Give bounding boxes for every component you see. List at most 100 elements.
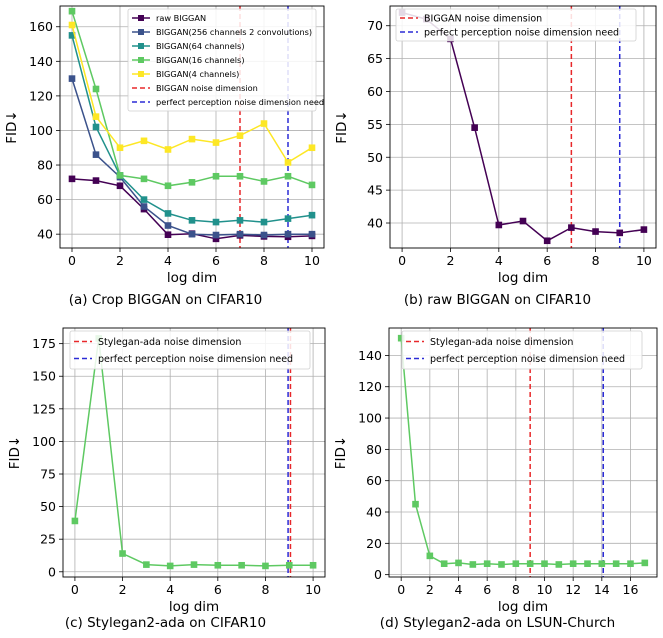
chart-a-axes-frame [59,5,325,249]
chart-d-x-tick-label-1: 2 [426,582,434,597]
chart-c-x-tick-label-2: 4 [166,582,174,597]
chart-d-x-tick-label-2: 4 [455,582,463,597]
chart-a-series-0-point-4 [164,231,172,238]
chart-a-series-3-point-1 [92,85,100,93]
chart-d-series-0-point-2 [426,552,434,560]
chart-c-y-tick-label-2: 50 [40,499,56,514]
chart-b-series-0-point-6 [543,237,551,245]
chart-d-x-axis-label: log dim [498,599,548,615]
chart-panel-d: 0 2 4 6 8 10 12 14 16 0 20 40 60 80 100 120 140 log dim FI… [332,319,663,638]
chart-a-series-3-point-9 [284,172,292,180]
chart-a-series-2-point-4 [164,210,172,217]
chart-a-legend-box [127,8,317,112]
chart-panel-c: 0 2 4 6 8 10 0 25 50 75 100 125 150 175 log dim FID↓ Sty… [0,319,331,638]
chart-a-series-4-point-2 [116,144,124,152]
chart-d-x-tick-label-8: 16 [623,582,639,597]
chart-a-series-2-point-7 [236,217,244,224]
chart-a-series-4-point-4 [164,146,172,153]
chart-d-x-tick-label-4: 8 [512,582,520,597]
chart-c-y-tick-label-3: 75 [40,467,56,482]
chart-a-series-3-point-8 [260,178,268,185]
chart-d-x-tick-label-6: 12 [565,582,581,597]
chart-a-series-3-point-4 [164,182,172,190]
chart-d-y-tick-label-3: 60 [366,473,382,488]
chart-d-x-tick-label-0: 0 [397,582,405,597]
chart-d-plot: 0 2 4 6 8 10 12 14 16 0 20 40 60 80 100 120 140 log dim FI… [333,327,658,615]
chart-a-series-3-point-7 [236,172,244,180]
chart-a-legend-marker-0 [138,15,144,21]
chart-a-series-2-point-1 [92,123,100,131]
chart-d-series-0-point-12 [569,560,577,567]
chart-c-series-0-point-2 [119,550,126,557]
chart-b-x-tick-label-3: 6 [543,253,551,268]
chart-a-series-3-point-0 [68,7,76,15]
chart-c-y-tick-label-7: 175 [32,336,56,351]
chart-panel-b: 0 2 4 6 8 10 40 45 50 55 60 65 70 log dim FID↓ BIGGAN n… [332,0,663,319]
chart-b-y-tick-label-1: 45 [367,183,383,198]
chart-a-series-1-point-3 [140,203,148,210]
chart-c-x-tick-label-4: 8 [261,582,269,597]
chart-a-series-3-point-5 [188,179,196,186]
chart-a-legend-marker-2 [138,43,144,49]
chart-c-x-tick-label-0: 0 [71,582,79,597]
chart-c-legend-label-0: Stylegan-ada noise dimension [98,337,241,348]
chart-a-series-2-point-0 [68,32,76,39]
chart-a-x-tick-label-4: 8 [260,253,268,268]
chart-b-series-0-point-9 [616,229,624,237]
chart-d-y-tick-label-2: 40 [366,505,382,520]
chart-b-y-tick-label-5: 65 [367,51,383,66]
chart-a-legend-marker-1 [138,29,144,35]
chart-d-y-tick-label-5: 100 [358,411,382,426]
chart-c-y-tick-label-5: 125 [32,401,56,416]
chart-d-series-0-point-14 [598,560,606,567]
chart-a-series-0-point-2 [116,182,124,190]
chart-d-series-0-line [400,338,645,566]
chart-c-series-0-line [74,338,314,567]
chart-a-y-tick-label-5: 140 [29,54,53,69]
chart-a-series-2-point-8 [260,218,268,226]
chart-a-series-3-point-6 [212,172,220,180]
chart-a-series-4-point-3 [140,137,148,145]
chart-a-series-1-point-6 [212,231,220,239]
chart-c-series-0-point-7 [238,561,245,569]
chart-b-x-tick-label-2: 4 [495,253,503,268]
chart-a-legend-label-3: BIGGAN(16 channels) [156,55,245,65]
chart-a-y-axis-label: FID↓ [4,110,20,143]
chart-d-legend-box [401,330,643,370]
chart-b-legend-label-0: BIGGAN noise dimension [424,13,542,24]
chart-a-y-tick-label-1: 60 [37,192,53,207]
chart-a-series-2-point-9 [284,215,292,222]
chart-b-series-0-point-7 [568,224,575,231]
chart-c-y-tick-label-4: 100 [32,434,56,449]
chart-b-y-tick-label-2: 50 [367,150,383,165]
chart-c-series-0-point-4 [166,562,174,570]
chart-a-x-axis-label: log dim [167,270,217,286]
chart-c-series-0-point-10 [309,561,317,569]
chart-c-y-tick-label-1: 25 [40,532,56,547]
chart-b-y-tick-label-0: 40 [367,216,383,231]
chart-b-x-axis-label: log dim [498,270,548,286]
chart-b-x-tick-label-1: 2 [446,253,454,268]
chart-a-series-1-point-7 [236,230,244,238]
chart-d-x-tick-label-3: 6 [483,582,491,597]
chart-d-x-tick-label-5: 10 [537,582,553,597]
chart-c-caption: (c) Stylegan2-ada on CIFAR10 [64,615,267,631]
chart-b-y-tick-label-4: 60 [367,84,383,99]
chart-c-series-0-point-6 [214,561,222,569]
chart-a-series-0-line [71,178,313,240]
chart-c-x-axis-label: log dim [169,599,219,615]
chart-a-y-tick-label-3: 100 [29,123,53,138]
chart-d-series-0-point-13 [584,560,591,567]
chart-a-series-2-point-5 [188,217,196,224]
chart-b-y-tick-label-3: 55 [367,117,383,132]
chart-a-x-tick-label-5: 10 [304,253,320,268]
chart-d-series-0-point-1 [412,500,419,508]
chart-a-series-3-point-3 [140,175,148,183]
chart-d-series-0-point-4 [455,559,462,567]
chart-c-legend-label-1: perfect perception noise dimension need [98,354,293,365]
chart-a-series-1-point-9 [284,230,292,238]
chart-d-legend-label-0: Stylegan-ada noise dimension [430,337,573,348]
chart-a-x-tick-label-3: 6 [212,253,220,268]
